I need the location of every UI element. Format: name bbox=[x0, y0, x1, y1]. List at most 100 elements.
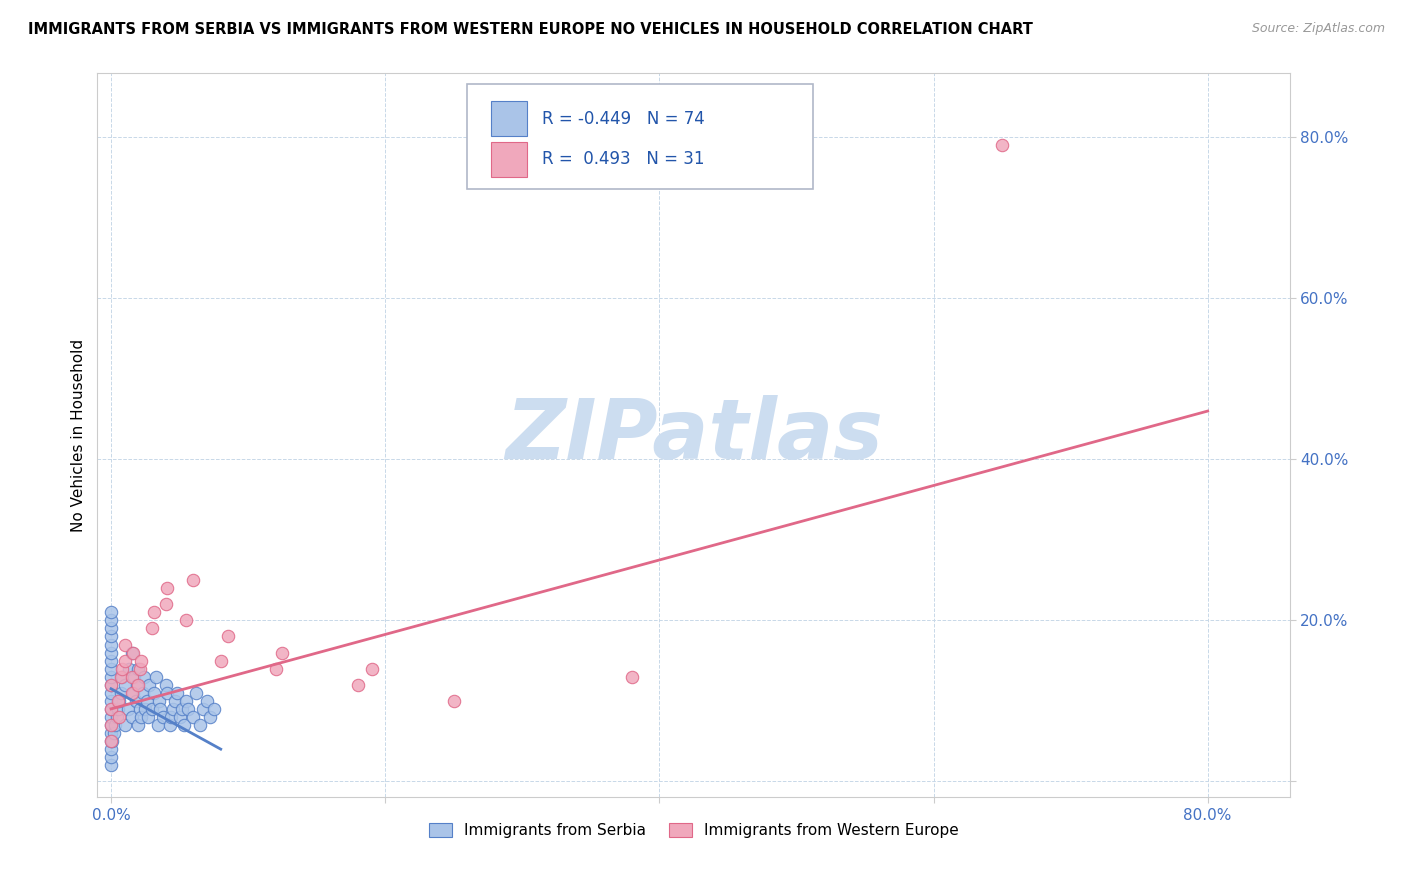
FancyBboxPatch shape bbox=[491, 101, 527, 136]
Point bbox=[100, 678, 122, 692]
Point bbox=[181, 710, 204, 724]
Text: ZIPatlas: ZIPatlas bbox=[505, 395, 883, 475]
Point bbox=[145, 670, 167, 684]
Point bbox=[122, 646, 145, 660]
Point bbox=[264, 662, 287, 676]
Point bbox=[128, 702, 150, 716]
Point bbox=[209, 654, 232, 668]
Point bbox=[100, 662, 122, 676]
Point bbox=[128, 662, 150, 676]
Point bbox=[121, 670, 143, 684]
Point bbox=[142, 605, 165, 619]
Point bbox=[166, 686, 188, 700]
Point bbox=[127, 718, 149, 732]
Point bbox=[136, 710, 159, 724]
Point bbox=[105, 710, 128, 724]
Point bbox=[135, 694, 157, 708]
Point bbox=[159, 718, 181, 732]
Point bbox=[100, 605, 122, 619]
Point bbox=[121, 686, 143, 700]
Point bbox=[110, 670, 132, 684]
Point bbox=[191, 702, 214, 716]
Point bbox=[620, 670, 643, 684]
Point bbox=[184, 686, 207, 700]
Point bbox=[195, 694, 218, 708]
Point bbox=[127, 662, 149, 676]
Point bbox=[100, 686, 122, 700]
Point bbox=[108, 694, 131, 708]
Point bbox=[100, 726, 122, 740]
FancyBboxPatch shape bbox=[491, 142, 527, 177]
Point bbox=[202, 702, 225, 716]
Point bbox=[107, 694, 129, 708]
Point bbox=[155, 678, 177, 692]
Point bbox=[346, 678, 368, 692]
Point bbox=[118, 662, 141, 676]
Text: R = -0.449   N = 74: R = -0.449 N = 74 bbox=[543, 110, 704, 128]
Point bbox=[172, 702, 194, 716]
Point bbox=[104, 718, 127, 732]
Point bbox=[271, 646, 294, 660]
Point bbox=[100, 613, 122, 627]
Point bbox=[100, 638, 122, 652]
Point bbox=[100, 678, 122, 692]
Point bbox=[155, 597, 177, 611]
Text: R =  0.493   N = 31: R = 0.493 N = 31 bbox=[543, 150, 704, 169]
Point bbox=[114, 678, 136, 692]
Legend: Immigrants from Serbia, Immigrants from Western Europe: Immigrants from Serbia, Immigrants from … bbox=[423, 817, 965, 844]
Point bbox=[156, 581, 179, 595]
Point bbox=[169, 710, 191, 724]
Point bbox=[217, 630, 239, 644]
Point bbox=[100, 694, 122, 708]
Point bbox=[103, 726, 125, 740]
Point bbox=[132, 670, 155, 684]
Point bbox=[146, 718, 169, 732]
Point bbox=[141, 621, 163, 635]
Y-axis label: No Vehicles in Household: No Vehicles in Household bbox=[72, 339, 86, 532]
Point bbox=[100, 718, 122, 732]
Point bbox=[124, 670, 146, 684]
Point bbox=[100, 750, 122, 764]
Point bbox=[100, 654, 122, 668]
Point bbox=[176, 613, 198, 627]
Point bbox=[100, 670, 122, 684]
Point bbox=[134, 702, 156, 716]
Text: IMMIGRANTS FROM SERBIA VS IMMIGRANTS FROM WESTERN EUROPE NO VEHICLES IN HOUSEHOL: IMMIGRANTS FROM SERBIA VS IMMIGRANTS FRO… bbox=[28, 22, 1033, 37]
Point bbox=[173, 718, 195, 732]
Point bbox=[122, 686, 145, 700]
Point bbox=[110, 686, 132, 700]
Point bbox=[443, 694, 465, 708]
Point bbox=[100, 621, 122, 635]
Point bbox=[360, 662, 382, 676]
Point bbox=[160, 710, 183, 724]
Point bbox=[117, 702, 139, 716]
Point bbox=[156, 686, 179, 700]
Point bbox=[100, 742, 122, 756]
Point bbox=[127, 678, 149, 692]
Point bbox=[101, 734, 124, 748]
Point bbox=[108, 710, 131, 724]
Point bbox=[138, 678, 160, 692]
Point bbox=[181, 573, 204, 587]
Point bbox=[127, 678, 149, 692]
Point bbox=[148, 694, 170, 708]
Point bbox=[198, 710, 221, 724]
Point bbox=[111, 662, 134, 676]
Point bbox=[100, 710, 122, 724]
Point bbox=[188, 718, 211, 732]
FancyBboxPatch shape bbox=[467, 84, 813, 189]
Point bbox=[177, 702, 200, 716]
Point bbox=[114, 654, 136, 668]
Point bbox=[100, 734, 122, 748]
Point bbox=[152, 710, 174, 724]
Point bbox=[165, 694, 187, 708]
Point bbox=[141, 702, 163, 716]
Point bbox=[100, 646, 122, 660]
Point bbox=[149, 702, 172, 716]
Point bbox=[100, 702, 122, 716]
Point bbox=[991, 138, 1014, 153]
Point bbox=[129, 710, 152, 724]
Point bbox=[121, 646, 143, 660]
Point bbox=[100, 734, 122, 748]
Point bbox=[107, 702, 129, 716]
